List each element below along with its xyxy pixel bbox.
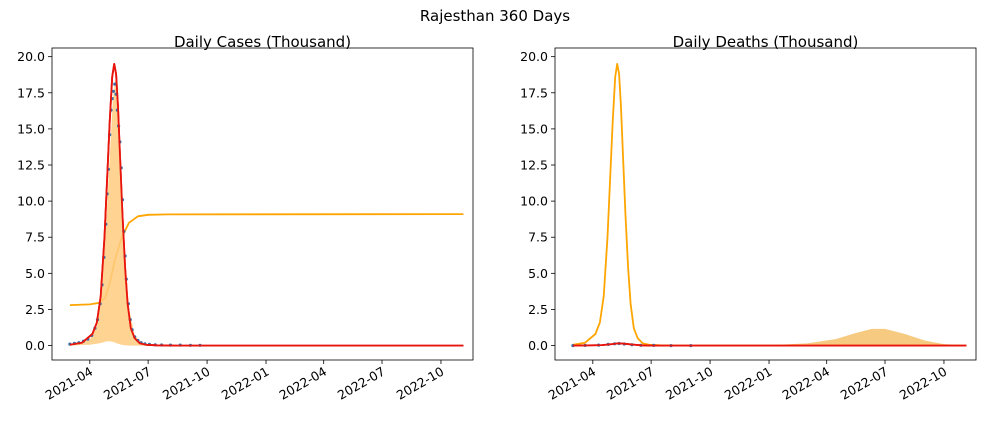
plot-frame: [554, 47, 977, 361]
x-tick-label: 2022-10: [394, 364, 447, 403]
series-area-2: [69, 79, 168, 346]
y-tick-label: 2.5: [25, 302, 45, 317]
y-tick-label: 5.0: [528, 266, 548, 281]
y-tick-label: 12.5: [17, 158, 45, 173]
series-area-0: [710, 328, 967, 346]
y-tick-label: 10.0: [17, 194, 45, 209]
y-tick-label: 20.0: [520, 49, 548, 64]
x-tick-label: 2021-10: [160, 364, 213, 403]
x-tick-label: 2021-07: [101, 364, 154, 403]
x-tick-label: 2022-07: [838, 364, 891, 403]
y-tick-label: 2.5: [528, 302, 548, 317]
y-tick-label: 15.0: [17, 121, 45, 136]
y-tick-label: 0.0: [25, 338, 45, 353]
x-tick-label: 2021-04: [546, 364, 599, 403]
deaths-chart-panel: Daily Deaths (Thousand) 0.0 2.5 5.0 7.5 10.0 1…: [520, 33, 977, 403]
chart-title: Daily Cases (Thousand): [174, 33, 351, 51]
y-tick-label: 12.5: [520, 158, 548, 173]
y-tick-label: 7.5: [25, 230, 45, 245]
fit-line-overlay: [572, 342, 967, 347]
data-point: [111, 89, 116, 93]
series-line-1: [69, 213, 464, 306]
fit-line-overlay: [69, 62, 464, 347]
chart-title: Daily Deaths (Thousand): [673, 33, 859, 51]
y-tick-label: 17.5: [520, 85, 548, 100]
series-line-1: [572, 62, 967, 347]
x-tick-label: 2022-07: [335, 364, 388, 403]
plot-area: [68, 62, 464, 347]
plot-frame: [51, 47, 474, 361]
y-tick-label: 17.5: [17, 85, 45, 100]
x-tick-label: 2021-10: [663, 364, 716, 403]
data-point: [113, 82, 117, 86]
y-tick-label: 15.0: [520, 121, 548, 136]
y-tick-label: 10.0: [520, 194, 548, 209]
x-tick-label: 2022-04: [779, 364, 832, 403]
y-tick-label: 0.0: [528, 338, 548, 353]
x-tick-label: 2021-04: [43, 364, 96, 403]
y-tick-label: 7.5: [528, 230, 548, 245]
figure-title: Rajesthan 360 Days: [419, 7, 571, 25]
x-tick-label: 2022-04: [276, 364, 329, 403]
y-tick-label: 20.0: [17, 49, 45, 64]
x-tick-label: 2022-01: [219, 364, 272, 403]
cases-chart-panel: Daily Cases (Thousand) 0.0 2.5 5.0 7.5 10.0 12…: [17, 33, 474, 403]
x-tick-label: 2022-01: [722, 364, 775, 403]
x-tick-label: 2022-10: [897, 364, 950, 403]
plot-area: [571, 62, 967, 348]
x-tick-label: 2021-07: [604, 364, 657, 403]
y-tick-label: 5.0: [25, 266, 45, 281]
